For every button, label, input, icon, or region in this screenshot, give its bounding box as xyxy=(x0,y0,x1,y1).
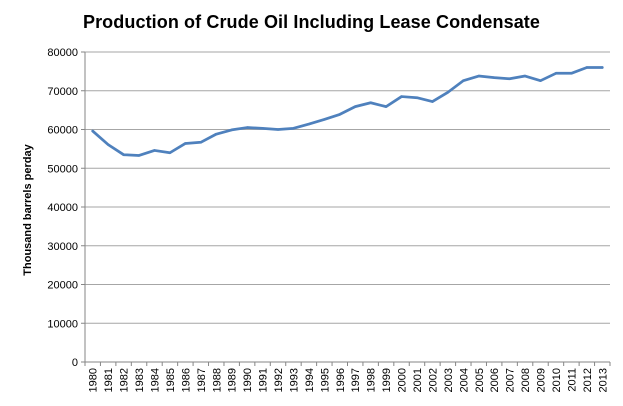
data-point xyxy=(106,143,110,146)
data-point xyxy=(338,113,341,116)
data-point xyxy=(307,122,311,126)
series-layer xyxy=(91,66,604,157)
data-point xyxy=(245,126,249,129)
y-tick-labels: 0 10000 20000 30000 40000 50000 60000 70000 8000… xyxy=(47,47,78,369)
y-tick-label: 50000 xyxy=(47,163,78,175)
x-tick-label: 1994 xyxy=(304,368,316,392)
x-tick-label: 1989 xyxy=(227,368,239,392)
x-tick-label: 1999 xyxy=(381,368,393,392)
data-point xyxy=(462,79,465,82)
x-tick-label: 2001 xyxy=(412,368,424,392)
y-axis-title: Thousand barrels perday xyxy=(22,143,34,275)
data-point xyxy=(554,72,558,75)
x-tick-label: 2007 xyxy=(505,368,517,392)
data-point xyxy=(446,91,450,94)
y-tick-label: 70000 xyxy=(47,86,78,98)
x-tick-labels: 1980 1981 1982 1983 1984 1985 1986 1987 1988 1989… xyxy=(88,368,610,392)
x-tick-label: 1998 xyxy=(366,368,378,392)
x-tick-label: 1985 xyxy=(165,368,177,392)
x-tick-label: 2005 xyxy=(474,368,486,392)
data-point xyxy=(477,74,480,78)
y-tick-label: 20000 xyxy=(47,280,78,292)
x-tick-label: 1988 xyxy=(211,368,223,392)
data-point xyxy=(492,76,496,79)
x-tick-label: 1995 xyxy=(319,368,331,392)
data-point xyxy=(153,149,156,152)
data-point xyxy=(601,66,604,69)
data-point xyxy=(354,105,357,108)
data-point xyxy=(415,96,419,99)
data-point xyxy=(91,129,94,133)
x-tick-label: 1987 xyxy=(196,368,208,392)
data-point xyxy=(523,74,527,78)
x-tick-label: 2009 xyxy=(536,368,548,392)
y-tick-label: 40000 xyxy=(47,202,78,214)
data-point xyxy=(384,105,388,108)
data-point xyxy=(508,77,511,80)
x-tick-label: 1997 xyxy=(350,368,362,392)
data-point xyxy=(199,141,203,144)
y-tick-label: 0 xyxy=(72,357,78,369)
data-point xyxy=(137,154,141,157)
chart-title: Production of Crude Oil Including Lease … xyxy=(82,12,541,32)
x-tick-label: 1993 xyxy=(288,368,300,392)
x-tick-label: 1984 xyxy=(149,368,161,392)
x-tick-label: 1990 xyxy=(242,368,254,392)
gridlines xyxy=(85,51,610,324)
data-point xyxy=(539,79,542,82)
x-tick-label: 2008 xyxy=(520,368,532,392)
data-point xyxy=(323,118,326,121)
x-tick-label: 1980 xyxy=(88,368,100,392)
data-point xyxy=(168,151,172,154)
data-point xyxy=(261,127,264,130)
data-point xyxy=(570,72,573,75)
x-tick-label: 2013 xyxy=(597,368,609,392)
axes xyxy=(81,51,611,366)
data-point xyxy=(215,132,218,136)
data-point xyxy=(400,95,403,98)
x-tick-label: 2011 xyxy=(566,368,578,392)
data-point xyxy=(369,101,372,104)
y-tick-label: 60000 xyxy=(47,125,78,137)
x-tick-label: 2010 xyxy=(551,368,563,392)
data-point xyxy=(292,127,295,130)
x-tick-label: 2002 xyxy=(427,368,439,392)
data-point xyxy=(230,128,233,132)
y-tick-label: 80000 xyxy=(47,47,78,59)
x-tick-label: 2000 xyxy=(397,368,409,392)
data-point xyxy=(431,100,434,103)
x-tick-label: 2004 xyxy=(458,368,470,392)
data-point xyxy=(122,153,125,156)
x-tick-label: 1991 xyxy=(258,368,270,392)
x-tick-label: 1986 xyxy=(180,368,192,392)
data-point xyxy=(184,142,187,145)
y-tick-label: 10000 xyxy=(47,318,78,330)
x-tick-label: 1996 xyxy=(335,368,347,392)
x-tick-label: 1981 xyxy=(103,368,115,392)
x-tick-label: 1983 xyxy=(134,368,146,392)
series-line xyxy=(91,66,604,157)
x-tick-label: 2012 xyxy=(582,368,594,392)
x-tick-label: 1992 xyxy=(273,368,285,392)
data-point xyxy=(585,66,589,69)
x-tick-label: 1982 xyxy=(119,368,131,392)
y-tick-label: 30000 xyxy=(47,241,78,253)
data-point xyxy=(276,128,280,131)
x-tick-label: 2006 xyxy=(489,368,501,392)
x-tick-label: 2003 xyxy=(443,368,455,392)
